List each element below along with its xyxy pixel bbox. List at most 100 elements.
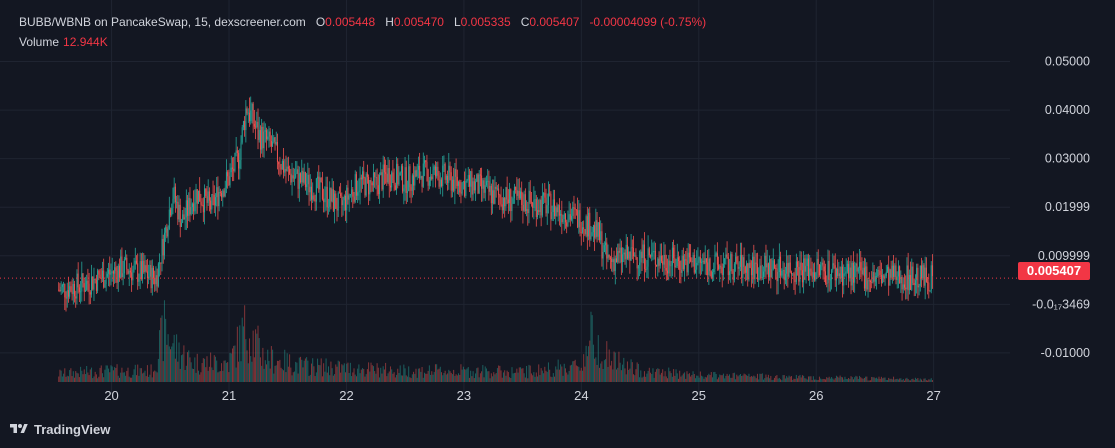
volume-bar-464 xyxy=(622,364,624,382)
volume-bar-648 xyxy=(845,378,847,382)
candle-body-321 xyxy=(448,165,450,183)
volume-bar-692 xyxy=(899,378,901,382)
volume-bar-703 xyxy=(912,378,914,382)
candle-body-319 xyxy=(445,175,447,180)
candle-body-648 xyxy=(845,271,847,274)
volume-bar-630 xyxy=(823,379,825,382)
volume-bar-3 xyxy=(61,376,63,382)
candle-body-237 xyxy=(346,187,348,211)
volume-bar-409 xyxy=(555,366,557,382)
volume-bar-177 xyxy=(273,373,275,382)
volume-bar-154 xyxy=(245,339,247,382)
volume-bar-551 xyxy=(727,375,729,382)
candle-body-337 xyxy=(467,175,469,181)
volume-bar-6 xyxy=(65,376,67,382)
volume-bar-196 xyxy=(296,362,298,382)
candle-body-670 xyxy=(872,272,874,283)
candle-body-513 xyxy=(681,255,683,273)
volume-bar-351 xyxy=(484,366,486,382)
volume-bar-604 xyxy=(792,379,794,382)
volume-bar-78 xyxy=(153,371,155,382)
volume-bar-442 xyxy=(595,357,597,382)
tradingview-brand[interactable]: TradingView xyxy=(10,420,110,438)
volume-bar-407 xyxy=(552,373,554,382)
volume-bar-158 xyxy=(250,356,252,382)
volume-bar-489 xyxy=(652,368,654,382)
candle-body-211 xyxy=(314,199,316,202)
volume-bar-393 xyxy=(535,372,537,382)
volume-bar-600 xyxy=(787,377,789,382)
candle-body-501 xyxy=(667,270,669,274)
volume-bar-620 xyxy=(811,380,813,382)
candle-body-561 xyxy=(739,255,741,267)
candle-body-125 xyxy=(210,200,212,210)
candle-body-119 xyxy=(202,205,204,213)
candle-body-285 xyxy=(404,167,406,189)
candle-body-241 xyxy=(351,189,353,195)
volume-bar-336 xyxy=(466,368,468,382)
volume-bar-504 xyxy=(670,373,672,382)
candle-body-177 xyxy=(273,137,275,142)
candle-body-198 xyxy=(298,173,300,189)
volume-bar-479 xyxy=(640,370,642,382)
candle-body-223 xyxy=(329,187,331,207)
volume-bar-474 xyxy=(634,375,636,382)
volume-bar-560 xyxy=(738,375,740,382)
volume-bar-280 xyxy=(398,372,400,382)
volume-bar-91 xyxy=(168,346,170,382)
volume-bar-628 xyxy=(821,379,823,382)
candle-body-176 xyxy=(272,141,274,147)
volume-bar-207 xyxy=(309,374,311,382)
volume-bar-208 xyxy=(310,363,312,382)
candle-body-482 xyxy=(643,244,645,270)
volume-bar-580 xyxy=(763,379,765,382)
volume-bar-665 xyxy=(866,376,868,382)
volume-bar-705 xyxy=(914,377,916,382)
candle-body-464 xyxy=(622,254,624,263)
candle-body-700 xyxy=(908,275,910,291)
volume-bar-169 xyxy=(263,368,265,382)
candle-body-478 xyxy=(639,262,641,266)
candle-body-698 xyxy=(906,265,908,290)
volume-bar-547 xyxy=(722,373,724,382)
volume-bar-470 xyxy=(629,368,631,382)
candle-body-318 xyxy=(444,164,446,180)
candle-body-123 xyxy=(207,191,209,203)
candle-body-100 xyxy=(179,204,181,228)
candle-body-566 xyxy=(746,263,748,273)
candle-body-506 xyxy=(673,247,675,258)
volume-bar-155 xyxy=(246,350,248,382)
candle-body-260 xyxy=(374,172,376,178)
volume-bar-136 xyxy=(223,360,225,382)
volume-bar-410 xyxy=(556,369,558,382)
candle-body-356 xyxy=(490,186,492,204)
candle-body-424 xyxy=(573,207,575,208)
candle-body-233 xyxy=(341,195,343,206)
volume-bar-689 xyxy=(895,379,897,382)
candle-body-397 xyxy=(540,199,542,216)
candle-body-109 xyxy=(190,207,192,215)
volume-bar-174 xyxy=(269,368,271,382)
volume-bar-347 xyxy=(479,373,481,382)
volume-bar-10 xyxy=(70,368,72,382)
volume-bar-239 xyxy=(348,373,350,382)
volume-bar-121 xyxy=(205,367,207,382)
candle-body-4 xyxy=(63,284,65,285)
volume-bar-218 xyxy=(323,363,325,382)
candle-body-702 xyxy=(911,266,913,290)
volume-bar-255 xyxy=(368,362,370,382)
volume-bar-368 xyxy=(505,375,507,382)
volume-bar-350 xyxy=(483,377,485,382)
candle-body-525 xyxy=(696,262,698,270)
candle-body-357 xyxy=(492,190,494,204)
candle-body-611 xyxy=(800,262,802,271)
volume-bar-519 xyxy=(688,373,690,382)
volume-bar-111 xyxy=(193,368,195,382)
volume-bar-558 xyxy=(736,374,738,382)
candle-body-391 xyxy=(533,199,535,208)
candle-body-136 xyxy=(223,190,225,197)
volume-bar-115 xyxy=(197,370,199,382)
candle-body-148 xyxy=(238,153,240,169)
open-value: 0.005448 xyxy=(325,15,376,29)
